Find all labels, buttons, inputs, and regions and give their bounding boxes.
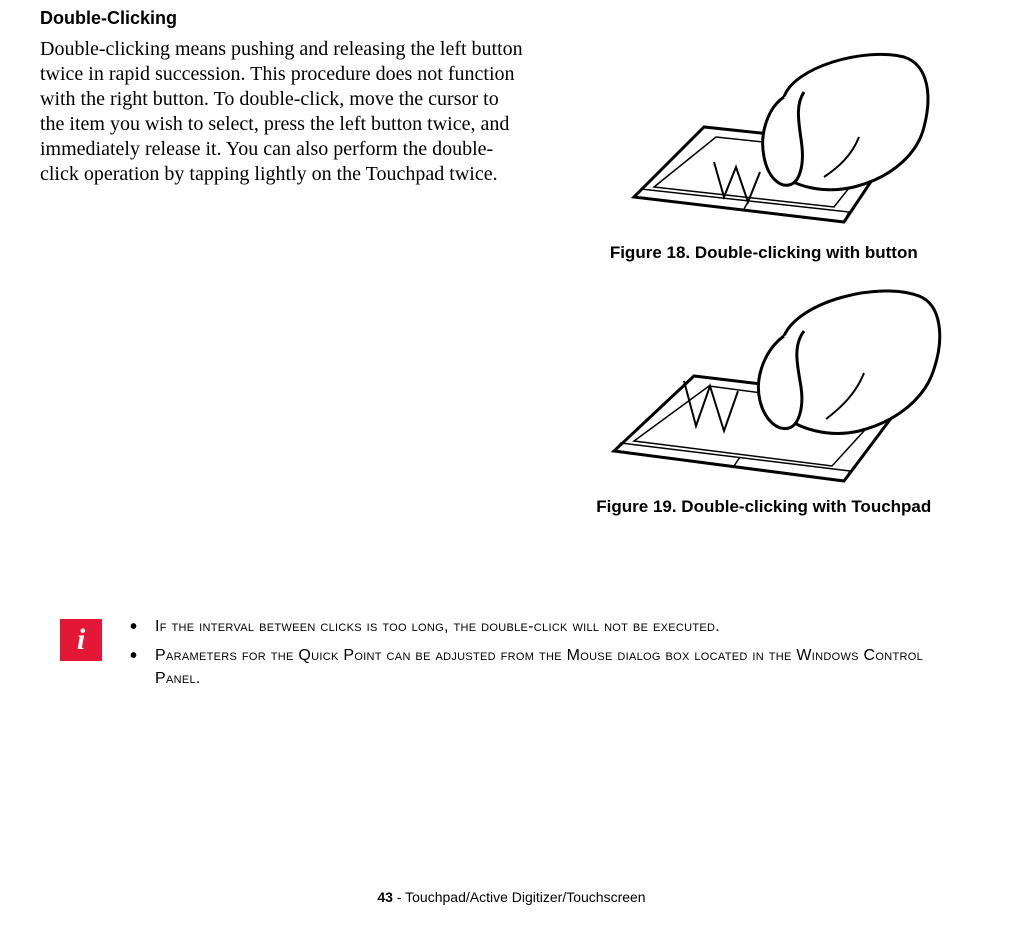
info-list: • If the interval between clicks is too … — [130, 615, 963, 697]
page-number: 43 — [377, 889, 393, 905]
figures-column: Figure 18. Double-clicking with button F… — [545, 37, 983, 535]
body-text: Double-clicking means pushing and releas… — [40, 37, 525, 535]
info-icon: i — [60, 619, 102, 661]
info-icon-glyph: i — [77, 623, 85, 657]
footer-text: - Touchpad/Active Digitizer/Touchscreen — [393, 889, 646, 905]
info-item-text: If the interval between clicks is too lo… — [155, 615, 720, 638]
figure-18-caption: Figure 18. Double-clicking with button — [610, 243, 918, 263]
info-box: i • If the interval between clicks is to… — [40, 615, 983, 697]
figure-19-caption: Figure 19. Double-clicking with Touchpad — [596, 497, 931, 517]
bullet-icon: • — [130, 646, 137, 690]
figure-19-illustration — [584, 281, 944, 491]
info-list-item: • If the interval between clicks is too … — [130, 615, 963, 638]
info-item-text: Parameters for the Quick Point can be ad… — [155, 644, 963, 690]
info-list-item: • Parameters for the Quick Point can be … — [130, 644, 963, 690]
section-heading: Double-Clicking — [40, 8, 983, 29]
figure-18-illustration — [594, 37, 934, 237]
page-footer: 43 - Touchpad/Active Digitizer/Touchscre… — [0, 889, 1023, 905]
two-column-layout: Double-clicking means pushing and releas… — [40, 37, 983, 535]
bullet-icon: • — [130, 617, 137, 638]
